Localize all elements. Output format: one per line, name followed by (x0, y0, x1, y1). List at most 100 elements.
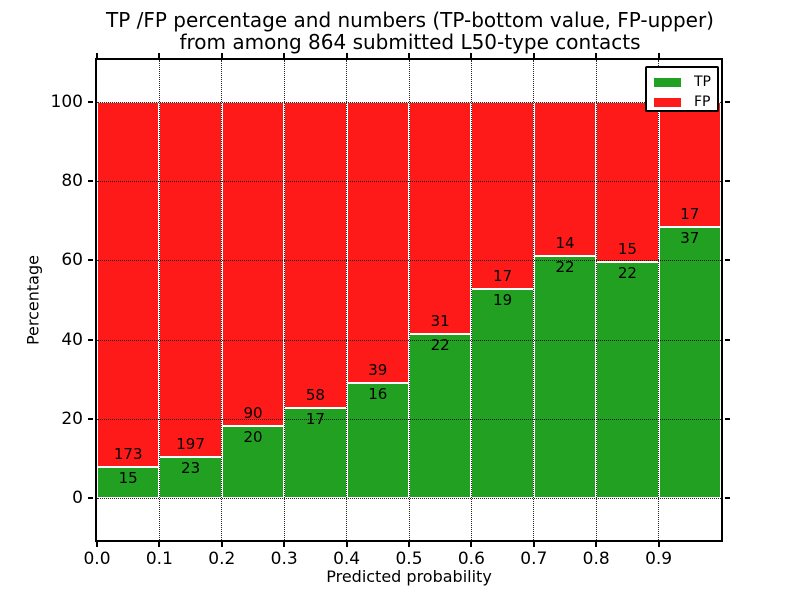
x-tick-mark-bottom-7 (532, 542, 535, 547)
y-tick-mark-right-4 (725, 179, 730, 182)
y-tick-label-5: 100 (50, 91, 83, 112)
gridline-horizontal-3 (97, 260, 721, 262)
x-tick-mark-top-3 (283, 53, 286, 58)
fp-count-label-9: 17 (680, 204, 700, 223)
tp-count-label-4: 16 (368, 384, 388, 403)
y-tick-mark-left-5 (88, 100, 93, 103)
gridline-vertical-9 (658, 60, 660, 540)
chart-title-line1: TP /FP percentage and numbers (TP-bottom… (106, 8, 714, 32)
y-tick-mark-right-5 (725, 100, 730, 103)
x-tick-mark-bottom-1 (158, 542, 161, 547)
fp-count-label-7: 14 (555, 233, 575, 252)
x-tick-label-7: 0.7 (520, 549, 548, 569)
y-tick-mark-right-1 (725, 418, 730, 420)
x-tick-mark-bottom-0 (96, 542, 98, 547)
x-tick-label-0: 0.0 (83, 549, 111, 569)
fp-count-label-8: 15 (617, 240, 637, 259)
bar-segment-fp-4 (346, 101, 409, 383)
bar-segment-tp-9 (658, 226, 721, 499)
x-tick-mark-bottom-3 (283, 542, 286, 547)
fp-count-label-5: 31 (430, 311, 450, 330)
bar-segment-fp-8 (596, 101, 659, 263)
gridline-vertical-7 (533, 60, 535, 540)
x-tick-label-1: 0.1 (145, 549, 173, 569)
x-tick-mark-bottom-5 (408, 542, 410, 547)
bar-segment-tp-5 (409, 333, 472, 499)
plot-area: 173 15 197 23 90 20 58 17 39 16 31 22 17 19 14 22 15 22 17… (95, 58, 723, 542)
tp-count-label-8: 22 (617, 264, 637, 283)
bar-segment-tp-8 (596, 262, 659, 499)
gridline-vertical-6 (470, 60, 472, 540)
legend-label-tp: TP (694, 74, 711, 90)
x-tick-mark-bottom-9 (657, 542, 660, 547)
y-tick-label-0: 0 (72, 488, 83, 509)
y-tick-mark-right-2 (725, 338, 730, 341)
gridline-vertical-2 (221, 60, 223, 540)
tp-count-label-3: 17 (305, 410, 325, 429)
x-tick-label-2: 0.2 (208, 549, 236, 569)
gridline-horizontal-1 (97, 419, 721, 420)
bar-segment-fp-7 (533, 101, 597, 256)
x-tick-mark-bottom-4 (345, 542, 348, 547)
x-tick-mark-top-9 (657, 53, 660, 58)
y-tick-label-3: 60 (61, 250, 83, 271)
y-tick-mark-left-3 (88, 259, 93, 262)
y-tick-mark-left-4 (88, 179, 93, 182)
bar-segment-tp-3 (284, 408, 347, 499)
gridline-vertical-8 (595, 60, 597, 540)
x-tick-mark-top-7 (532, 53, 535, 58)
y-tick-mark-left-0 (88, 497, 93, 500)
x-tick-mark-top-0 (96, 53, 98, 58)
tp-count-label-5: 22 (430, 335, 450, 354)
x-tick-mark-top-1 (158, 53, 161, 58)
fp-count-label-1: 197 (176, 434, 205, 453)
tp-count-label-9: 37 (680, 228, 700, 247)
fp-count-label-3: 58 (305, 386, 325, 405)
x-tick-label-8: 0.8 (582, 549, 610, 569)
x-tick-mark-top-4 (345, 53, 348, 58)
legend: TP FP (645, 66, 719, 112)
y-axis-label: Percentage (23, 255, 43, 346)
tp-count-label-0: 15 (118, 468, 138, 487)
gridline-vertical-3 (283, 60, 285, 540)
bar-segment-fp-3 (284, 101, 347, 409)
x-tick-label-3: 0.3 (270, 549, 298, 569)
fp-count-label-6: 17 (493, 266, 513, 285)
bar-segment-tp-4 (346, 382, 409, 499)
gridline-horizontal-4 (97, 180, 721, 182)
x-tick-mark-top-6 (470, 53, 473, 58)
fp-count-label-0: 173 (113, 444, 143, 463)
gridline-horizontal-0 (97, 498, 721, 500)
x-tick-label-6: 0.6 (457, 549, 485, 569)
gridline-vertical-4 (346, 60, 348, 540)
tp-count-label-7: 22 (555, 257, 575, 276)
tp-color-swatch-icon (654, 77, 681, 87)
tp-count-label-2: 20 (243, 428, 263, 447)
bar-segment-tp-2 (221, 426, 285, 499)
bar-segment-fp-9 (658, 101, 721, 227)
bar-segment-tp-6 (471, 288, 534, 499)
y-tick-mark-right-3 (725, 259, 730, 262)
bar-segment-tp-7 (533, 255, 597, 499)
gridline-horizontal-2 (97, 339, 721, 341)
chart-title-line2: from among 864 submitted L50-type contac… (179, 30, 641, 54)
x-tick-label-9: 0.9 (645, 549, 673, 569)
fp-count-label-2: 90 (243, 404, 263, 423)
bar-segment-fp-5 (409, 101, 472, 334)
tp-count-label-1: 23 (181, 458, 201, 477)
fp-color-swatch-icon (654, 97, 681, 107)
bar-segment-tp-0 (97, 466, 160, 499)
legend-entry-fp: FP (647, 93, 717, 111)
gridline-horizontal-5 (97, 101, 721, 103)
bar-segment-fp-6 (471, 101, 534, 289)
bar-segment-fp-0 (97, 101, 160, 467)
x-tick-label-5: 0.5 (395, 549, 423, 569)
x-tick-mark-top-2 (220, 53, 223, 58)
gridline-vertical-1 (158, 60, 160, 540)
y-tick-mark-left-1 (88, 418, 93, 420)
bar-segment-fp-2 (221, 101, 285, 427)
y-tick-label-2: 40 (61, 329, 83, 350)
tp-count-label-6: 19 (493, 290, 513, 309)
legend-entry-tp: TP (647, 73, 717, 91)
